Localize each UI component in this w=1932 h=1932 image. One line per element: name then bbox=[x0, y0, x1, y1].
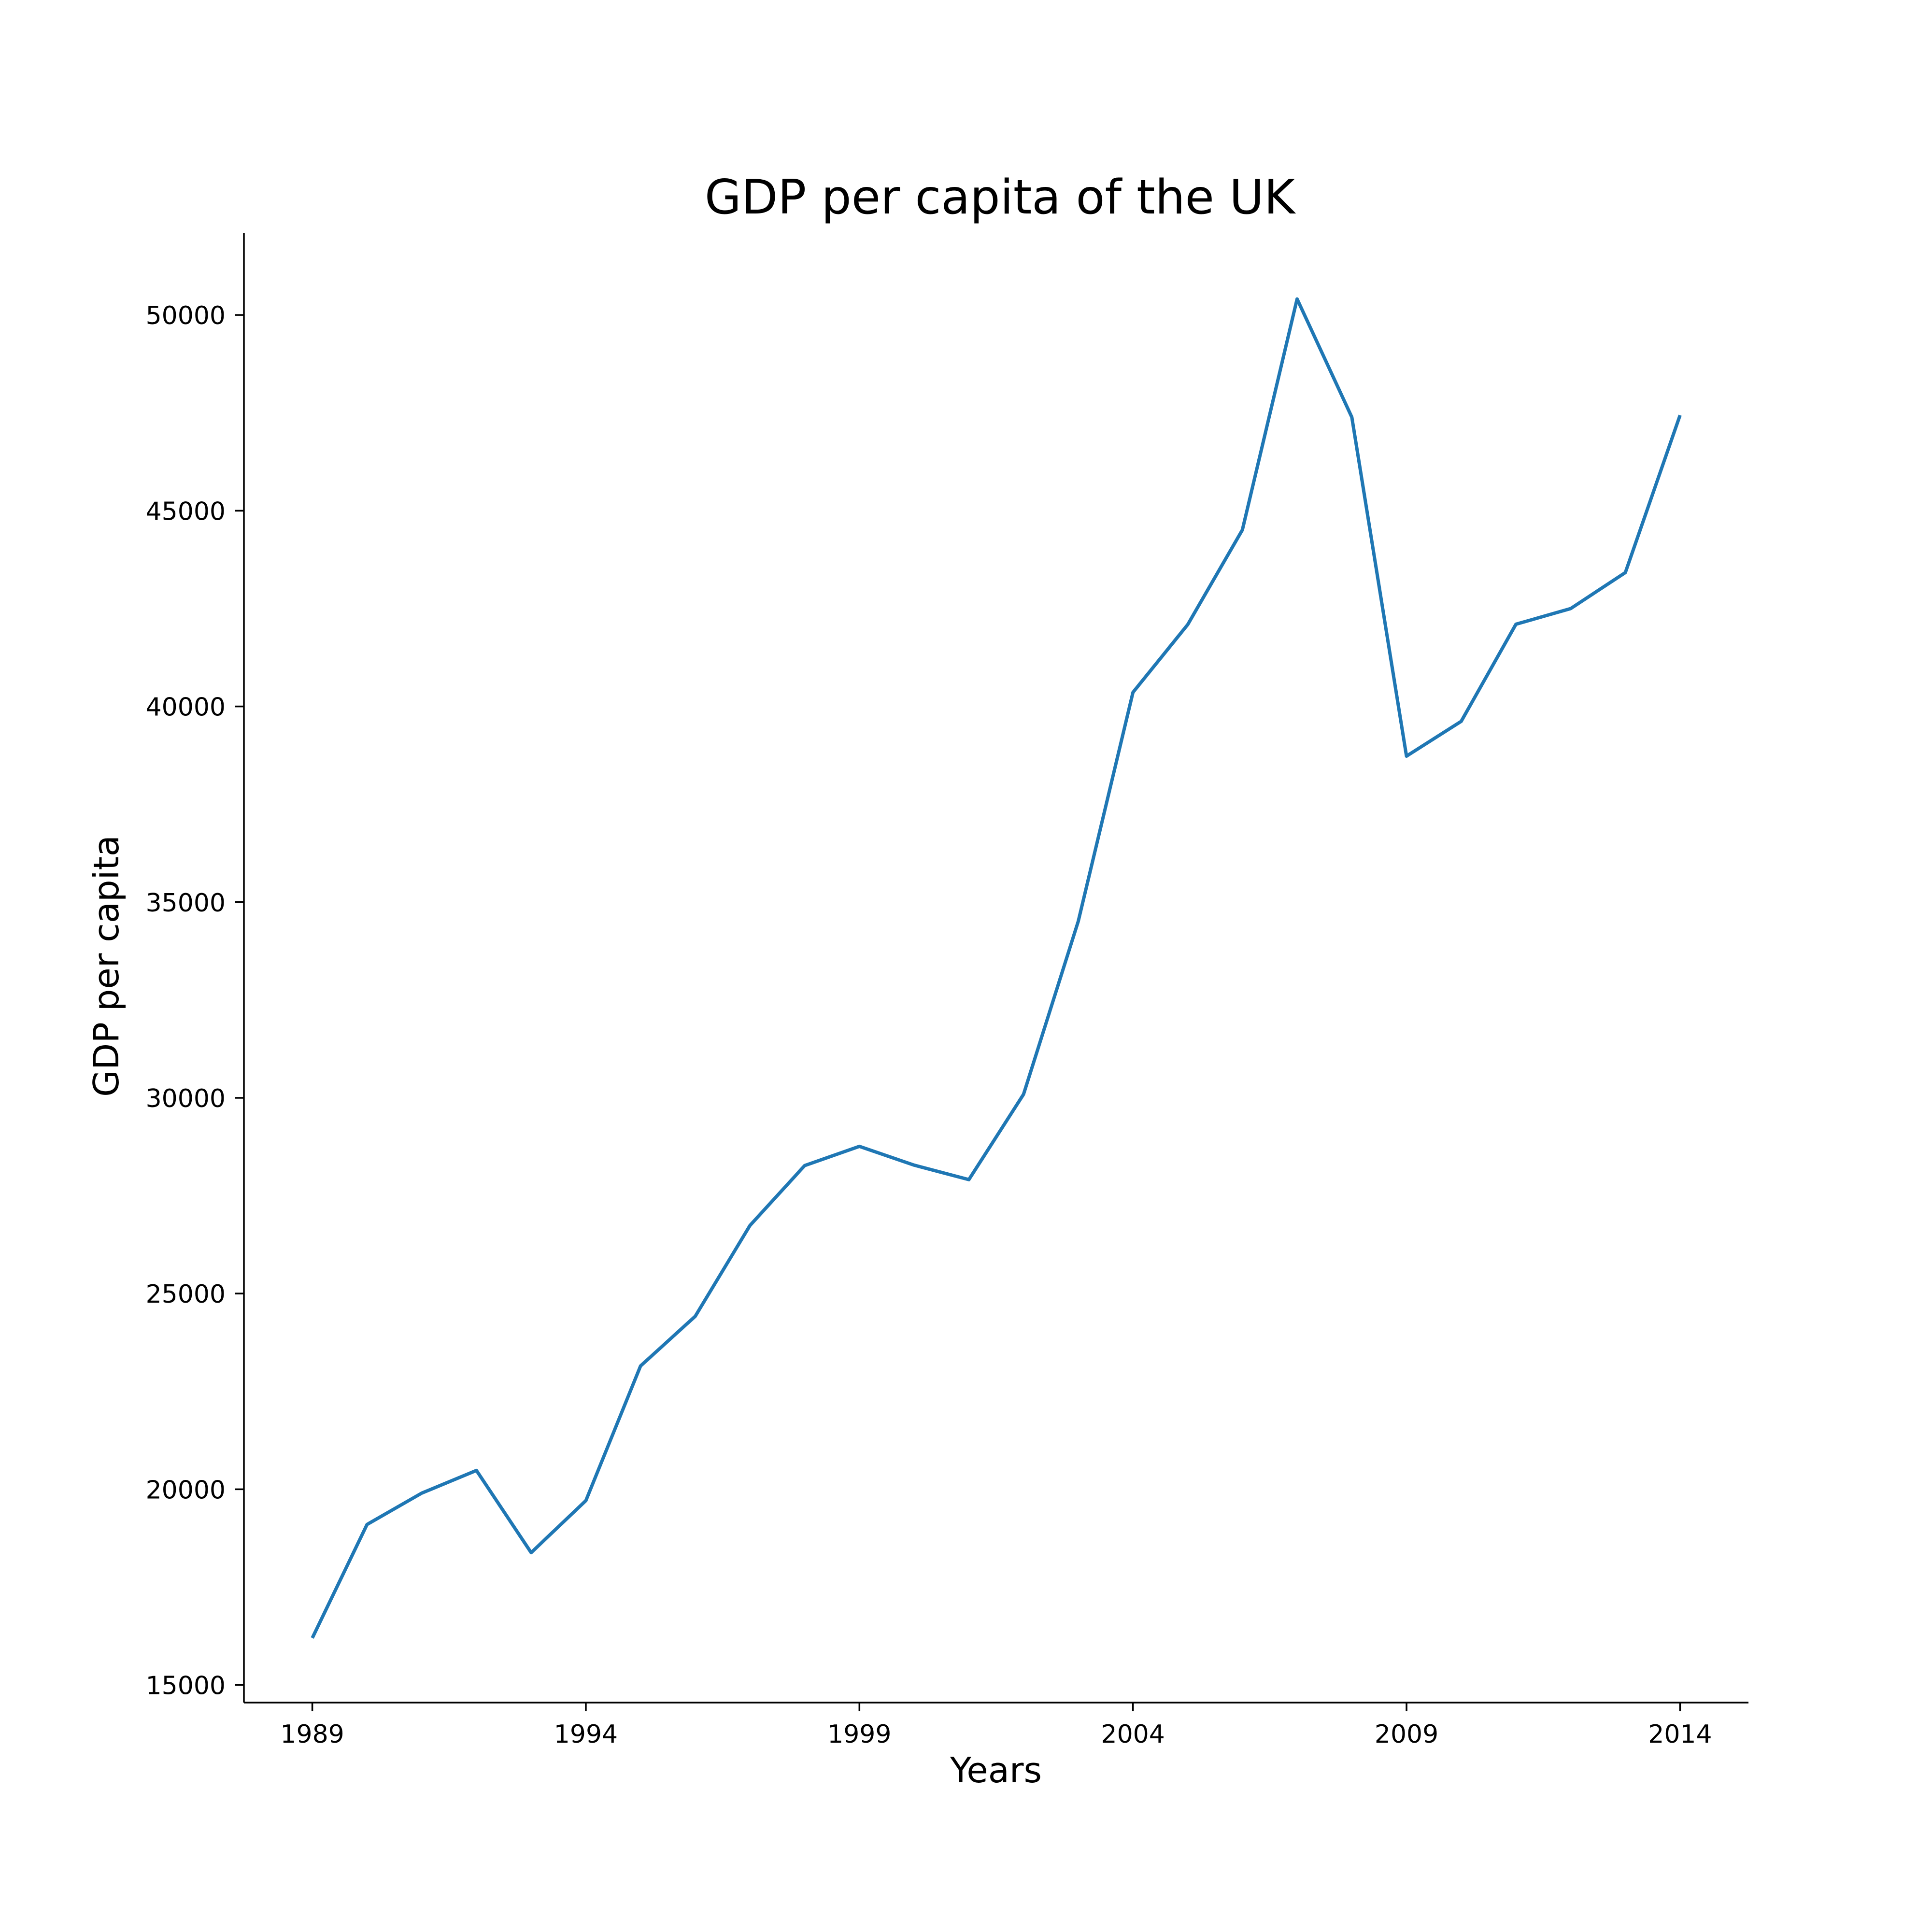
x-tick-label: 1989 bbox=[280, 1720, 344, 1749]
y-tick-label: 20000 bbox=[146, 1476, 226, 1505]
y-tick-label: 15000 bbox=[146, 1672, 226, 1701]
y-tick-label: 40000 bbox=[146, 693, 226, 722]
series-lines bbox=[311, 297, 1682, 1639]
y-axis-label: GDP per capita bbox=[86, 835, 127, 1097]
y-axis-ticks: 15000 20000 25000 30000 35000 40000 45000 50000 bbox=[146, 301, 244, 1701]
chart-title: GDP per capita of the UK bbox=[705, 170, 1296, 225]
x-axis-label: Years bbox=[950, 1750, 1042, 1790]
x-tick-label: 2004 bbox=[1101, 1720, 1165, 1749]
y-tick-label: 35000 bbox=[146, 889, 226, 918]
y-tick-label: 25000 bbox=[146, 1280, 226, 1309]
y-tick-label: 50000 bbox=[146, 301, 226, 330]
y-tick-label: 45000 bbox=[146, 497, 226, 526]
axes bbox=[243, 233, 1748, 1704]
x-tick-label: 1999 bbox=[827, 1720, 891, 1749]
y-tick-label: 30000 bbox=[146, 1084, 226, 1113]
x-tick-label: 2009 bbox=[1375, 1720, 1438, 1749]
series-line bbox=[311, 297, 1682, 1639]
x-tick-label: 1994 bbox=[554, 1720, 618, 1749]
x-axis-ticks: 1989 1994 1999 2004 2009 2014 bbox=[280, 1703, 1712, 1749]
x-tick-label: 2014 bbox=[1648, 1720, 1712, 1749]
